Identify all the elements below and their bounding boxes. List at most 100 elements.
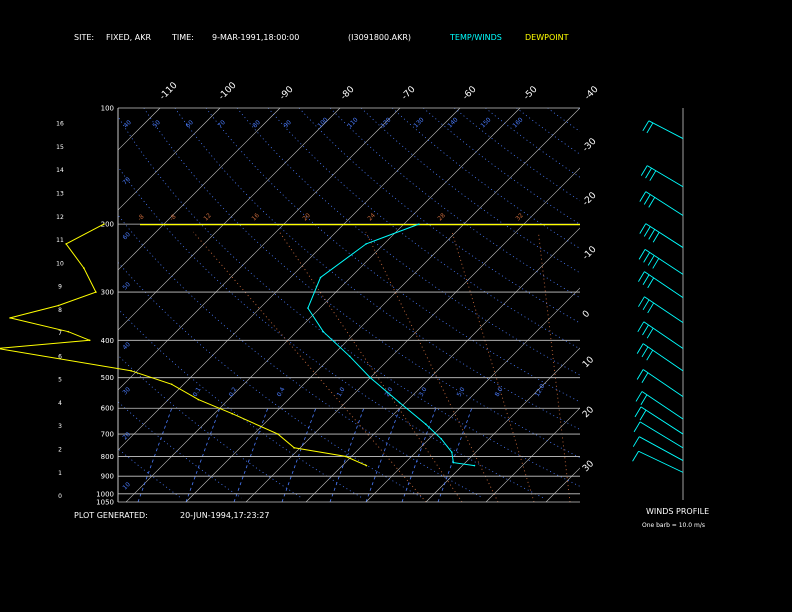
moist-adiabat-line bbox=[606, 232, 625, 502]
wind-barb-shaft bbox=[643, 321, 684, 349]
wind-barb-shaft bbox=[644, 271, 684, 298]
wind-barb-flag bbox=[643, 252, 651, 263]
wind-barb-flag bbox=[643, 194, 651, 205]
height-km-tick-label: 0 bbox=[58, 493, 62, 500]
isotherm-line bbox=[305, 227, 580, 502]
temp-top-label: -80 bbox=[339, 84, 357, 102]
site-value: FIXED, AKR bbox=[106, 33, 152, 42]
theta-top-label: 160 bbox=[511, 116, 524, 129]
temp-right-label: -20 bbox=[581, 190, 599, 208]
wind-barb-shaft bbox=[642, 369, 684, 398]
height-km-tick-label: 2 bbox=[58, 446, 62, 453]
temp-right-label: -30 bbox=[581, 136, 599, 154]
isotherm-line bbox=[365, 287, 580, 502]
theta-left-label: 70 bbox=[121, 176, 131, 186]
mixing-ratio-label: 8.0 bbox=[494, 386, 505, 398]
series-point bbox=[369, 376, 372, 379]
temp-top-label: -60 bbox=[461, 84, 479, 102]
height-km-tick-label: 7 bbox=[58, 330, 62, 337]
temp-right-label: -10 bbox=[581, 244, 599, 262]
wind-barb-flag bbox=[646, 327, 654, 339]
series-point bbox=[88, 339, 91, 342]
theta-200-label: -8 bbox=[168, 213, 177, 222]
theta-top-label: 110 bbox=[346, 116, 359, 129]
temp-right-label: 10 bbox=[581, 355, 596, 370]
pressure-tick-label: 700 bbox=[101, 431, 114, 439]
isotherm-line bbox=[485, 407, 580, 502]
dry-adiabat-line bbox=[672, 108, 792, 498]
wind-barb-flag bbox=[636, 343, 644, 354]
moist-adiabat-line bbox=[279, 231, 463, 502]
series-point bbox=[398, 401, 401, 404]
legend-dewpoint: DEWPOINT bbox=[525, 33, 569, 42]
wind-barb-flag bbox=[641, 346, 649, 358]
dry-adiabat-line bbox=[118, 214, 484, 499]
dry-adiabat-line bbox=[392, 108, 580, 249]
series-point bbox=[319, 276, 322, 279]
moist-adiabat-line bbox=[365, 231, 499, 502]
mixing-ratio-line bbox=[365, 408, 401, 502]
wind-barb-shaft bbox=[641, 391, 684, 420]
series-point bbox=[348, 355, 351, 358]
wind-barb-shaft bbox=[648, 120, 684, 139]
wind-barb-shaft bbox=[642, 343, 684, 372]
theta-200-label: 20 bbox=[301, 212, 311, 222]
dry-adiabat-line bbox=[578, 108, 580, 110]
file-id: (I3091800.AKR) bbox=[348, 33, 412, 42]
temperature-series-line bbox=[307, 223, 475, 467]
wind-barb-flag bbox=[642, 120, 650, 132]
wind-barb-flag bbox=[642, 274, 650, 285]
wind-barb-flag bbox=[646, 349, 654, 361]
temp-top-label: -90 bbox=[278, 84, 296, 102]
isotherm-line bbox=[118, 108, 401, 391]
isotherm-line bbox=[545, 467, 580, 502]
mixing-ratio-line bbox=[281, 408, 317, 502]
dry-adiabat-line bbox=[118, 308, 363, 499]
wind-barb-flag bbox=[634, 406, 642, 418]
wind-barb-flag bbox=[648, 197, 656, 208]
wind-barb-flag bbox=[649, 170, 657, 181]
pressure-tick-label: 100 bbox=[101, 105, 114, 113]
isotherm-line bbox=[118, 108, 461, 451]
series-point bbox=[170, 383, 173, 386]
theta-200-label: 28 bbox=[436, 212, 446, 222]
pressure-tick-label: 500 bbox=[101, 374, 114, 382]
mixing-ratio-line bbox=[437, 408, 473, 502]
pressure-tick-label: 1050 bbox=[96, 499, 114, 507]
plot-generated-label: PLOT GENERATED: bbox=[74, 511, 148, 520]
theta-top-label: 130 bbox=[412, 116, 425, 129]
wind-barb-flag bbox=[637, 321, 645, 333]
dry-adiabat-line bbox=[329, 108, 580, 299]
wind-barb-flag bbox=[652, 232, 660, 243]
isotherm-line bbox=[118, 108, 281, 271]
wind-barb-flag bbox=[639, 191, 647, 202]
temp-top-label: -40 bbox=[583, 84, 601, 102]
wind-barb-flag bbox=[633, 421, 641, 433]
height-km-tick-label: 8 bbox=[58, 307, 62, 314]
series-point bbox=[65, 243, 67, 245]
wind-barb-flag bbox=[640, 165, 648, 176]
winds-profile-label: WINDS PROFILE bbox=[646, 507, 710, 516]
series-point bbox=[451, 451, 453, 453]
height-km-tick-label: 10 bbox=[56, 260, 64, 267]
dry-adiabat-line bbox=[174, 108, 580, 430]
isotherm-line bbox=[0, 108, 40, 502]
series-point bbox=[57, 304, 60, 307]
isotherm-line bbox=[666, 108, 792, 502]
dry-adiabat-line bbox=[641, 108, 792, 498]
wind-barb-shaft bbox=[639, 421, 684, 449]
isotherm-line bbox=[125, 108, 521, 502]
wind-barb-flag bbox=[641, 372, 649, 383]
isotherm-line bbox=[606, 108, 792, 502]
wind-barb-flag bbox=[647, 302, 655, 314]
series-point bbox=[130, 370, 132, 372]
pressure-tick-label: 900 bbox=[101, 473, 114, 481]
mixing-ratio-label: 0.1 bbox=[192, 386, 203, 398]
isotherm-line bbox=[0, 108, 100, 502]
wind-barb-shaft bbox=[639, 436, 684, 461]
series-point bbox=[277, 433, 279, 435]
theta-top-label: 140 bbox=[446, 116, 459, 129]
series-point bbox=[424, 423, 427, 426]
series-point bbox=[95, 291, 97, 293]
series-point bbox=[418, 223, 420, 225]
